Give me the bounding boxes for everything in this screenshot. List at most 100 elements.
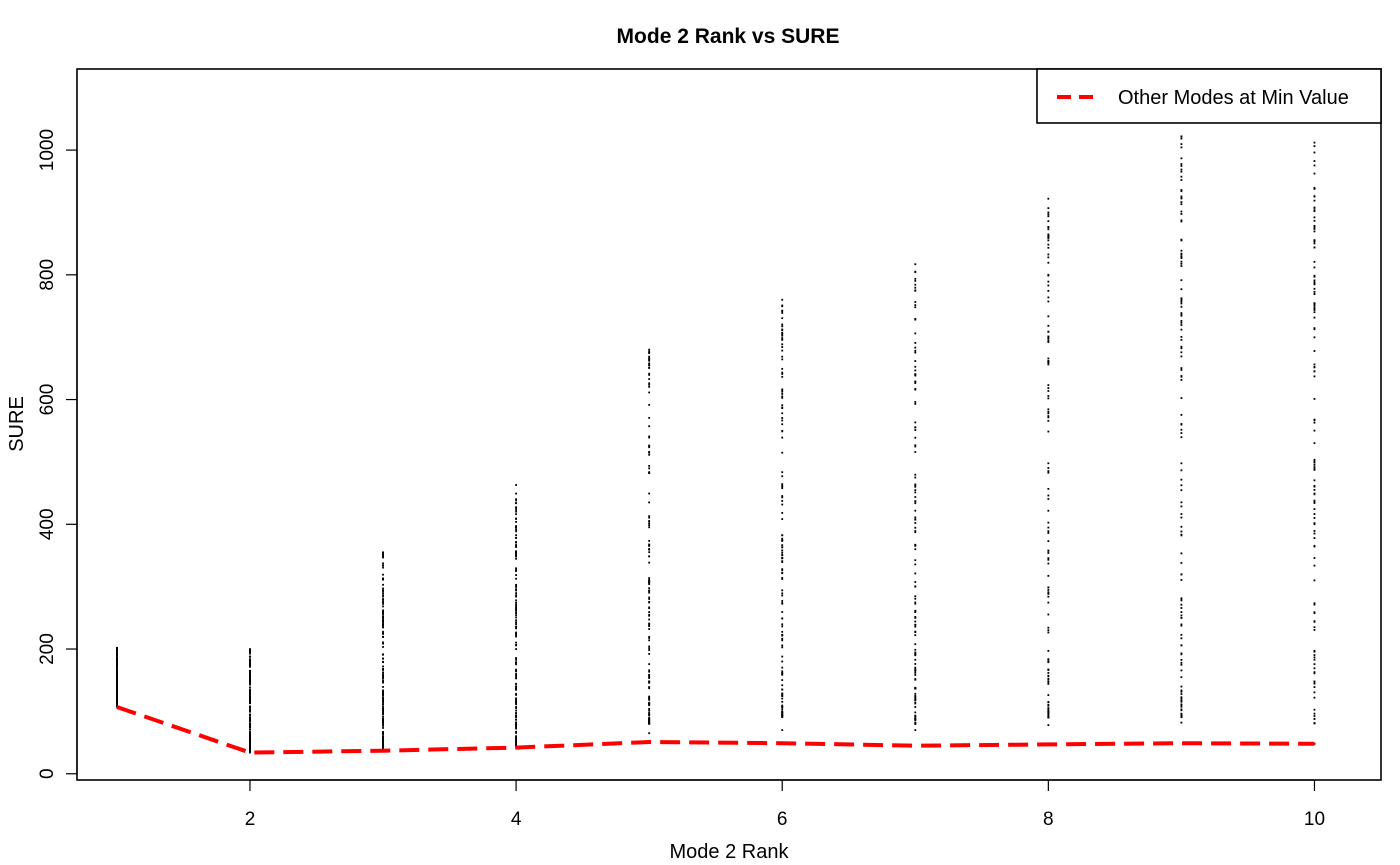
data-point [515,715,518,718]
y-tick-label: 1000 [37,129,58,171]
data-point [382,745,384,747]
data-point [781,729,784,732]
data-point [116,678,118,681]
data-point [249,683,251,686]
data-point [382,620,384,623]
data-point [249,710,251,713]
data-point [515,583,518,586]
data-point [1180,661,1183,664]
data-point [249,718,251,721]
data-point [914,365,917,368]
data-point [1313,513,1316,515]
data-point [648,713,651,715]
data-point [1180,179,1183,181]
data-point [116,651,118,653]
data-point [1313,311,1316,314]
data-point [914,674,917,676]
data-point [116,684,118,687]
data-point [914,436,917,439]
data-point [382,679,384,682]
data-point [382,720,384,723]
data-point [116,664,118,667]
data-point [1313,363,1316,366]
data-point [116,692,118,694]
data-point [914,722,917,725]
min-value-line-layer [116,705,1315,755]
data-point [648,707,651,710]
data-point [1313,479,1316,482]
data-point [1313,672,1316,675]
data-point [1047,562,1050,565]
data-point [1180,195,1183,198]
data-point [515,657,518,659]
data-point [1180,239,1183,242]
data-point [515,723,518,726]
data-point [648,551,651,554]
data-point [116,694,118,697]
data-point [1180,663,1183,666]
data-point [249,717,251,719]
data-point [1047,415,1050,417]
data-point [1047,419,1050,422]
data-point [781,644,784,647]
data-point [1047,207,1050,210]
data-point [648,352,651,355]
min-value-line [116,705,1315,755]
data-point [1180,659,1183,661]
data-point [249,734,251,737]
data-point [914,426,917,429]
data-point [515,712,518,714]
data-point [1047,592,1050,595]
data-point [1313,151,1316,154]
data-point [249,751,251,754]
data-point [781,578,784,580]
data-point [515,644,518,647]
data-point [914,530,917,532]
data-point [1180,637,1183,640]
data-point [781,333,784,336]
data-point [515,688,518,691]
data-point [914,374,917,377]
data-point [515,707,518,710]
data-point [249,700,251,703]
data-point [515,594,518,597]
data-point [1313,557,1316,559]
data-point [648,444,651,447]
data-point [648,492,651,495]
data-point [1313,686,1316,688]
data-point [249,691,251,694]
data-point [515,546,518,548]
data-point [1180,469,1183,472]
data-point [515,685,518,688]
data-point [382,605,384,608]
data-point [515,513,518,516]
data-point [648,681,651,683]
data-point [648,555,651,558]
data-point [515,609,518,611]
data-point [1047,387,1050,389]
y-axis-label: SURE [6,396,28,452]
data-point [781,670,784,673]
data-point [648,711,651,714]
data-point [914,444,917,447]
data-point [515,499,518,502]
data-point [116,690,118,692]
data-point [382,724,384,727]
data-point [1313,523,1316,526]
data-point [1047,704,1050,707]
data-point [1180,313,1183,316]
data-point [249,741,251,744]
data-point [648,350,651,353]
data-point [515,616,518,619]
data-point [1180,525,1183,528]
data-point [382,697,384,700]
data-point [382,665,384,668]
data-point [249,675,251,678]
y-tick-label: 800 [37,259,58,291]
data-point [382,611,384,614]
data-point [914,318,917,320]
data-point [116,657,118,660]
data-point [515,550,518,553]
data-point [1180,213,1183,215]
data-point [382,667,384,670]
